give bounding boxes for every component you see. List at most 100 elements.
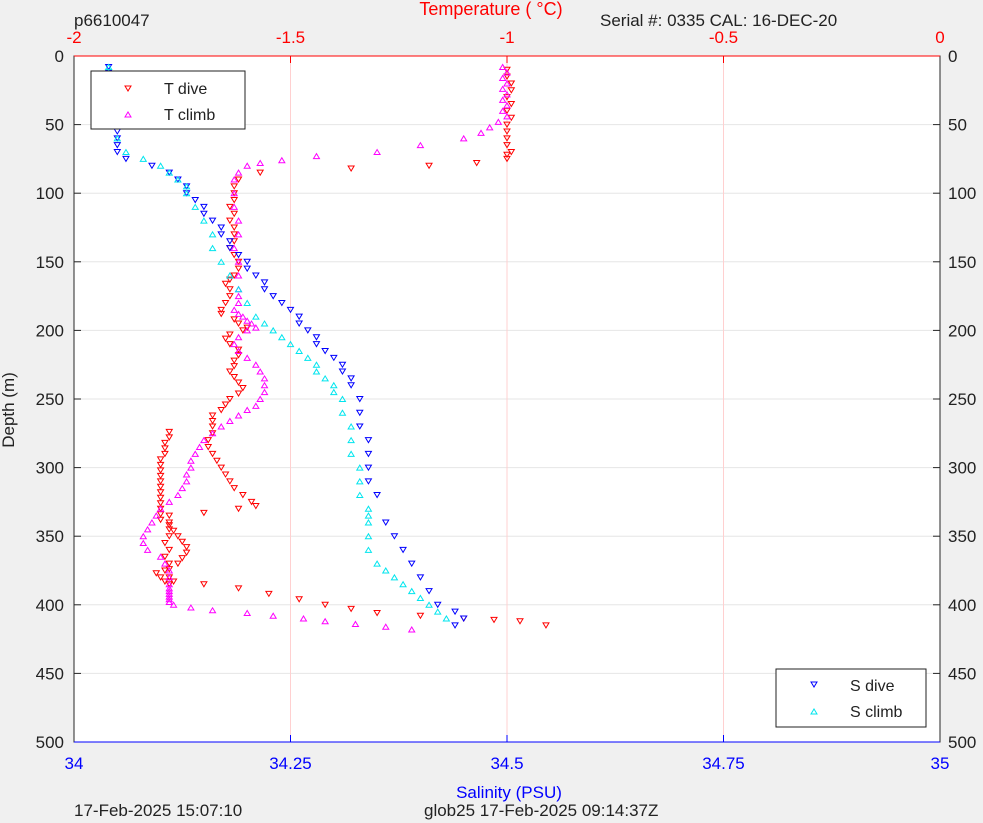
point-t-climb <box>494 118 503 125</box>
point-t-climb <box>381 623 390 630</box>
point-t-dive <box>321 601 330 609</box>
point-t-dive <box>225 203 234 211</box>
depth-tick-label-right: 0 <box>948 47 957 66</box>
point-s-climb <box>208 230 217 238</box>
point-t-climb <box>139 539 148 547</box>
point-t-climb <box>503 90 511 98</box>
point-s-dive <box>208 217 217 225</box>
point-t-dive <box>178 538 187 546</box>
point-s-dive <box>364 450 373 458</box>
point-t-dive <box>238 492 247 499</box>
legend-marker-s-climb <box>810 708 818 715</box>
point-t-dive <box>416 612 425 620</box>
point-t-climb <box>251 361 260 368</box>
point-t-dive <box>165 566 174 573</box>
point-s-dive <box>200 210 208 218</box>
point-t-climb <box>243 406 252 413</box>
point-t-climb <box>477 129 485 136</box>
legend-label-t-dive: T dive <box>164 81 207 98</box>
point-t-climb <box>260 381 269 389</box>
depth-tick-label-left: 100 <box>36 184 64 203</box>
point-s-dive <box>459 615 468 622</box>
point-s-climb <box>347 450 356 457</box>
point-t-dive <box>174 560 182 568</box>
point-t-dive <box>230 357 239 365</box>
point-s-dive <box>373 492 381 499</box>
point-s-dive <box>286 306 295 314</box>
legend-label-s-climb: S climb <box>850 704 903 721</box>
point-t-dive <box>230 210 239 218</box>
point-s-dive <box>312 334 321 341</box>
point-s-dive <box>364 464 373 472</box>
point-t-dive <box>503 142 511 149</box>
point-t-dive <box>217 464 226 472</box>
point-s-climb <box>416 594 425 601</box>
point-t-dive <box>238 327 247 334</box>
point-t-climb <box>230 189 239 197</box>
point-s-dive <box>303 327 312 334</box>
point-s-dive <box>451 608 459 616</box>
point-t-climb <box>234 333 243 341</box>
point-t-climb <box>165 567 174 574</box>
point-t-dive <box>507 87 516 94</box>
point-t-climb <box>195 443 204 451</box>
point-t-climb <box>230 306 239 313</box>
point-t-dive <box>234 320 243 328</box>
legend-marker-t-climb <box>124 111 132 118</box>
point-t-climb <box>143 546 152 553</box>
y-axis-title: Depth (m) <box>0 372 18 448</box>
point-t-climb <box>256 368 265 375</box>
point-t-climb <box>251 324 260 331</box>
point-t-climb <box>178 484 187 492</box>
point-s-climb <box>113 134 122 142</box>
point-t-dive <box>161 540 169 547</box>
point-s-climb <box>329 388 338 396</box>
salinity-tick-label: 34 <box>65 754 84 773</box>
salinity-tick-label: 34.5 <box>490 754 523 773</box>
point-t-dive <box>516 618 524 625</box>
point-t-climb <box>260 374 269 382</box>
point-t-dive <box>230 224 239 231</box>
point-t-climb <box>503 101 511 109</box>
point-t-dive <box>230 183 239 190</box>
point-t-dive <box>161 553 169 561</box>
point-t-dive <box>230 363 239 370</box>
point-s-dive <box>329 354 338 362</box>
point-t-climb <box>503 112 511 120</box>
salinity-tick-label: 34.75 <box>702 754 745 773</box>
point-s-climb <box>399 580 407 588</box>
point-s-dive <box>225 245 234 252</box>
point-s-dive <box>347 375 356 382</box>
point-t-climb <box>373 148 381 156</box>
point-t-climb <box>269 612 278 619</box>
point-t-dive <box>221 299 230 307</box>
point-t-climb <box>165 595 174 603</box>
point-s-dive <box>191 197 200 204</box>
point-s-climb <box>390 573 399 581</box>
point-s-dive <box>355 409 364 417</box>
point-s-dive <box>451 622 459 629</box>
point-s-dive <box>338 368 347 376</box>
point-s-dive <box>425 588 433 595</box>
depth-tick-label-right: 400 <box>948 596 976 615</box>
point-s-dive <box>234 251 243 259</box>
point-t-dive <box>165 560 174 568</box>
point-t-dive <box>234 265 243 273</box>
point-t-dive <box>251 503 260 510</box>
point-t-dive <box>161 578 169 585</box>
point-t-dive <box>225 286 234 293</box>
point-s-climb <box>174 176 182 183</box>
point-t-dive <box>204 444 213 451</box>
point-t-climb <box>503 79 511 87</box>
point-t-climb <box>208 429 217 437</box>
point-s-climb <box>165 169 174 176</box>
point-s-climb <box>225 272 234 279</box>
point-t-dive <box>161 567 169 574</box>
point-t-climb <box>165 598 174 606</box>
point-t-climb <box>498 74 507 81</box>
point-t-climb <box>165 498 174 505</box>
point-t-climb <box>234 347 243 354</box>
point-s-dive <box>113 149 122 156</box>
legend-marker-t-dive <box>124 85 132 92</box>
point-s-climb <box>295 347 304 354</box>
